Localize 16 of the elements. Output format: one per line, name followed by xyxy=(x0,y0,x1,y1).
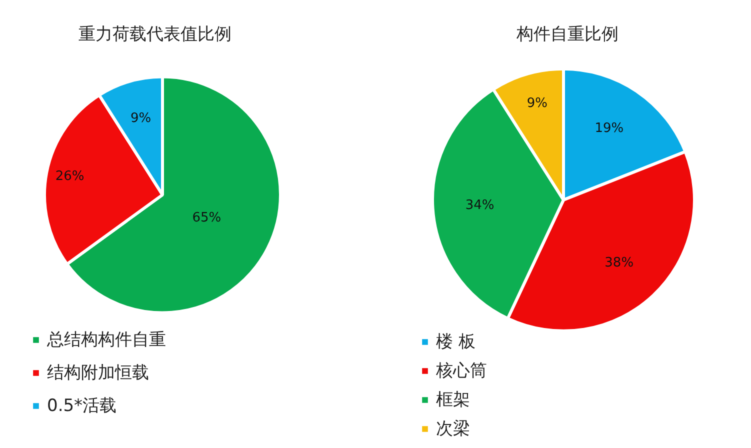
data-label: 9% xyxy=(526,96,548,111)
data-label: 26% xyxy=(55,169,84,184)
legend-label: 总结构构件自重 xyxy=(47,329,166,351)
legend-label: 核心筒 xyxy=(436,360,487,382)
data-label: 38% xyxy=(604,256,634,271)
legend-label: 次梁 xyxy=(436,418,470,440)
chart-title: 重力荷载代表值比例 xyxy=(78,24,232,44)
data-label: 34% xyxy=(465,198,494,214)
data-label: 9% xyxy=(130,110,152,126)
legend-label: 结构附加恒载 xyxy=(47,362,149,384)
chart-title: 构件自重比例 xyxy=(516,24,618,44)
legend-label: 楼 板 xyxy=(436,331,476,353)
legend-label: 0.5*活载 xyxy=(47,395,117,417)
data-label: 65% xyxy=(192,210,222,226)
data-label: 19% xyxy=(594,120,624,136)
legend-label: 框架 xyxy=(436,389,470,411)
